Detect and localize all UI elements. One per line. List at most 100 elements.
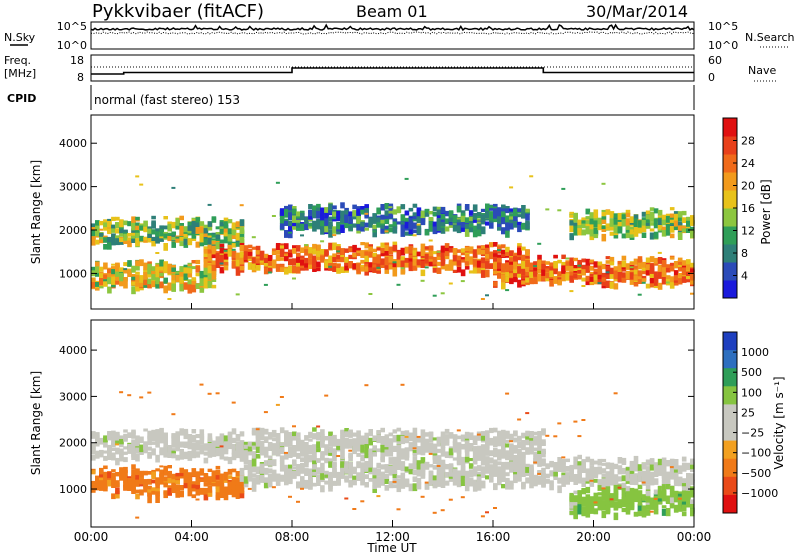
heatmap-cell <box>300 259 305 266</box>
heatmap-cell <box>601 215 607 220</box>
heatmap-cell <box>364 461 369 468</box>
heatmap-cell <box>577 454 582 460</box>
heatmap-cell <box>597 485 603 491</box>
heatmap-cell <box>501 476 506 482</box>
heatmap-cell <box>356 472 361 476</box>
heatmap-cell <box>360 438 365 443</box>
heatmap-cell <box>497 273 502 279</box>
heatmap-cell <box>191 284 197 293</box>
heatmap-cell <box>384 268 390 274</box>
heatmap-cell <box>207 492 213 497</box>
heatmap-cell <box>219 433 225 441</box>
heatmap-cell <box>163 225 168 230</box>
heatmap-cell <box>95 239 100 245</box>
heatmap-cell <box>661 219 667 226</box>
heatmap-cell <box>493 459 498 464</box>
heatmap-cell <box>111 430 116 437</box>
heatmap-cell <box>537 480 542 485</box>
heatmap-cell <box>211 284 217 289</box>
heatmap-cell <box>597 224 603 231</box>
heatmap-cell <box>617 502 623 506</box>
heatmap-cell <box>677 264 683 272</box>
heatmap-cell <box>396 508 401 511</box>
heatmap-cell <box>408 258 414 263</box>
heatmap-cell <box>207 225 213 231</box>
heatmap-cell <box>332 461 337 467</box>
heatmap-cell <box>159 474 164 482</box>
heatmap-cell <box>103 441 108 445</box>
heatmap-cell <box>360 472 365 480</box>
heatmap-cell <box>227 219 233 224</box>
heatmap-cell <box>155 491 160 497</box>
heatmap-cell <box>179 236 184 241</box>
heatmap-cell <box>533 451 538 457</box>
heatmap-cell <box>400 474 406 483</box>
heatmap-cell <box>99 278 104 286</box>
heatmap-cell <box>601 220 607 224</box>
heatmap-cell <box>464 475 470 479</box>
heatmap-cell <box>593 209 599 215</box>
heatmap-cell <box>517 464 522 469</box>
heatmap-cell <box>119 472 124 479</box>
heatmap-cell <box>360 266 365 272</box>
heatmap-cell <box>509 223 514 230</box>
heatmap-cell <box>633 258 639 265</box>
heatmap-cell <box>103 237 108 243</box>
heatmap-cell <box>215 253 221 261</box>
heatmap-cell <box>147 495 152 504</box>
velocity-colorbar-swatch <box>723 350 737 369</box>
heatmap-cell <box>183 483 189 489</box>
heatmap-cell <box>432 475 438 481</box>
heatmap-cell <box>316 477 321 483</box>
heatmap-cell <box>589 232 595 237</box>
heatmap-cell <box>235 497 240 499</box>
heatmap-cell <box>332 266 337 272</box>
heatmap-cell <box>123 457 128 463</box>
heatmap-cell <box>263 481 269 489</box>
heatmap-cell <box>91 454 96 461</box>
heatmap-cell <box>103 281 108 286</box>
heatmap-cell <box>340 429 345 438</box>
power-colorbar-swatch <box>723 226 737 245</box>
heatmap-cell <box>251 445 257 450</box>
heatmap-cell <box>380 227 385 234</box>
heatmap-cell <box>633 275 639 281</box>
heatmap-cell <box>649 232 655 240</box>
heatmap-cell <box>581 220 586 226</box>
heatmap-cell <box>271 486 276 489</box>
heatmap-cell <box>356 435 361 442</box>
heatmap-cell <box>111 263 116 266</box>
heatmap-cell <box>637 473 643 481</box>
heatmap-cell <box>187 438 193 446</box>
heatmap-cell <box>247 244 253 248</box>
heatmap-cell <box>609 267 615 275</box>
heatmap-cell <box>259 440 265 444</box>
heatmap-cell <box>641 224 647 233</box>
heatmap-cell <box>617 260 623 264</box>
heatmap-cell <box>509 261 514 265</box>
heatmap-cell <box>255 245 261 251</box>
heatmap-cell <box>103 455 108 461</box>
heatmap-cell <box>565 273 570 281</box>
heatmap-cell <box>613 213 619 218</box>
heatmap-cell <box>505 215 510 223</box>
heatmap-cell <box>533 261 538 269</box>
heatmap-cell <box>320 208 325 217</box>
heatmap-cell <box>464 217 470 223</box>
heatmap-cell <box>191 435 197 441</box>
heatmap-cell <box>388 256 394 263</box>
heatmap-cell <box>368 220 373 223</box>
heatmap-cell <box>123 451 128 455</box>
heatmap-cell <box>119 467 124 472</box>
heatmap-cell <box>151 471 156 478</box>
heatmap-cell <box>151 441 156 445</box>
heatmap-cell <box>259 253 265 260</box>
heatmap-cell <box>420 468 426 476</box>
heatmap-cell <box>320 240 325 243</box>
heatmap-cell <box>316 218 321 227</box>
heatmap-cell <box>517 208 522 212</box>
heatmap-cell <box>243 460 249 464</box>
heatmap-cell <box>408 469 414 475</box>
heatmap-cell <box>211 250 217 259</box>
